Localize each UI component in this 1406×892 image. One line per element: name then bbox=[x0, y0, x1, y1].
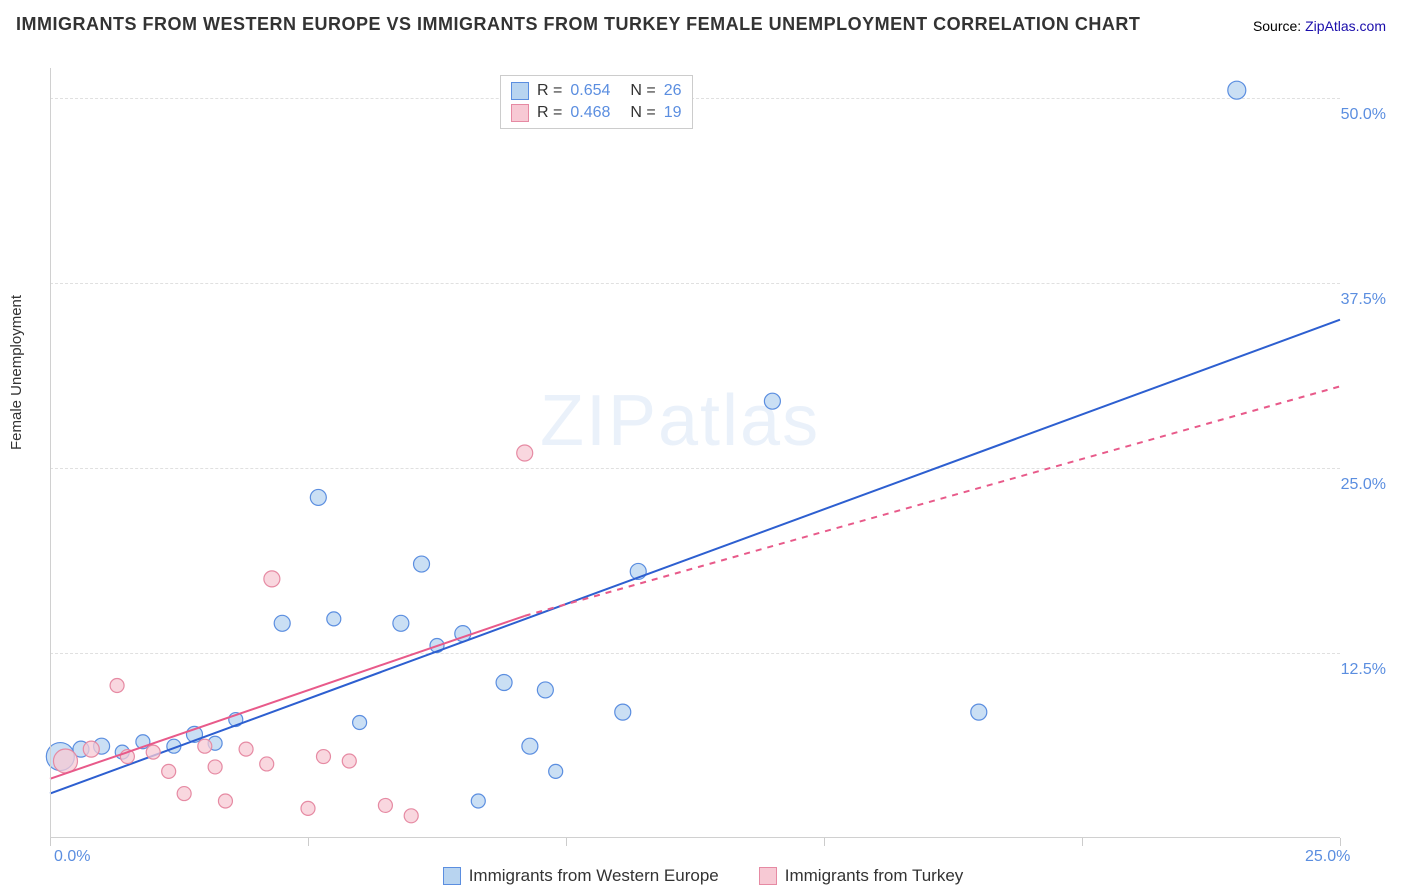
data-point bbox=[549, 764, 563, 778]
data-point bbox=[537, 682, 553, 698]
data-point bbox=[83, 741, 99, 757]
data-point bbox=[342, 754, 356, 768]
x-tick-label: 0.0% bbox=[54, 848, 90, 866]
data-point bbox=[198, 739, 212, 753]
data-point bbox=[522, 738, 538, 754]
n-label: N = bbox=[630, 104, 655, 122]
data-point bbox=[378, 798, 392, 812]
data-point bbox=[146, 745, 160, 759]
data-point bbox=[239, 742, 253, 756]
data-point bbox=[764, 393, 780, 409]
y-axis-label: Female Unemployment bbox=[8, 295, 25, 450]
x-tick bbox=[824, 838, 825, 846]
scatter-plot bbox=[50, 68, 1340, 838]
trend-line bbox=[50, 616, 525, 779]
data-point bbox=[971, 704, 987, 720]
x-tick bbox=[50, 838, 51, 846]
data-point bbox=[496, 675, 512, 691]
legend-label: Immigrants from Turkey bbox=[785, 866, 964, 886]
source-link[interactable]: ZipAtlas.com bbox=[1305, 18, 1386, 34]
chart-container: IMMIGRANTS FROM WESTERN EUROPE VS IMMIGR… bbox=[0, 0, 1406, 892]
n-value: 19 bbox=[664, 104, 682, 122]
data-point bbox=[301, 801, 315, 815]
stats-row: R = 0.468 N = 19 bbox=[511, 102, 682, 124]
trend-line bbox=[50, 320, 1340, 794]
data-point bbox=[414, 556, 430, 572]
x-tick bbox=[1340, 838, 1341, 846]
y-tick-label: 37.5% bbox=[1341, 291, 1386, 309]
correlation-stats-box: R = 0.654 N = 26 R = 0.468 N = 19 bbox=[500, 75, 693, 129]
data-point bbox=[110, 678, 124, 692]
data-point bbox=[353, 716, 367, 730]
x-tick bbox=[1082, 838, 1083, 846]
n-value: 26 bbox=[664, 82, 682, 100]
legend-item: Immigrants from Western Europe bbox=[443, 866, 719, 886]
data-point bbox=[404, 809, 418, 823]
data-point bbox=[316, 750, 330, 764]
trend-line bbox=[525, 386, 1340, 616]
x-tick bbox=[308, 838, 309, 846]
legend-label: Immigrants from Western Europe bbox=[469, 866, 719, 886]
data-point bbox=[260, 757, 274, 771]
data-point bbox=[517, 445, 533, 461]
stats-row: R = 0.654 N = 26 bbox=[511, 80, 682, 102]
data-point bbox=[274, 615, 290, 631]
r-label: R = bbox=[537, 82, 562, 100]
y-tick-label: 50.0% bbox=[1341, 106, 1386, 124]
data-point bbox=[1228, 81, 1246, 99]
swatch-icon bbox=[511, 104, 529, 122]
y-tick-label: 12.5% bbox=[1341, 661, 1386, 679]
r-value: 0.468 bbox=[570, 104, 610, 122]
swatch-icon bbox=[443, 867, 461, 885]
data-point bbox=[177, 787, 191, 801]
legend-item: Immigrants from Turkey bbox=[759, 866, 964, 886]
x-tick bbox=[566, 838, 567, 846]
swatch-icon bbox=[511, 82, 529, 100]
data-point bbox=[327, 612, 341, 626]
data-point bbox=[53, 749, 77, 773]
data-point bbox=[208, 760, 222, 774]
x-tick-label: 25.0% bbox=[1305, 848, 1350, 866]
swatch-icon bbox=[759, 867, 777, 885]
r-value: 0.654 bbox=[570, 82, 610, 100]
data-point bbox=[264, 571, 280, 587]
legend: Immigrants from Western Europe Immigrants… bbox=[0, 866, 1406, 886]
y-tick-label: 25.0% bbox=[1341, 476, 1386, 494]
source-attribution: Source: ZipAtlas.com bbox=[1253, 18, 1386, 34]
data-point bbox=[471, 794, 485, 808]
source-label: Source: bbox=[1253, 18, 1305, 34]
chart-title: IMMIGRANTS FROM WESTERN EUROPE VS IMMIGR… bbox=[16, 14, 1140, 35]
n-label: N = bbox=[630, 82, 655, 100]
data-point bbox=[615, 704, 631, 720]
data-point bbox=[393, 615, 409, 631]
data-point bbox=[218, 794, 232, 808]
data-point bbox=[310, 489, 326, 505]
data-point bbox=[162, 764, 176, 778]
r-label: R = bbox=[537, 104, 562, 122]
